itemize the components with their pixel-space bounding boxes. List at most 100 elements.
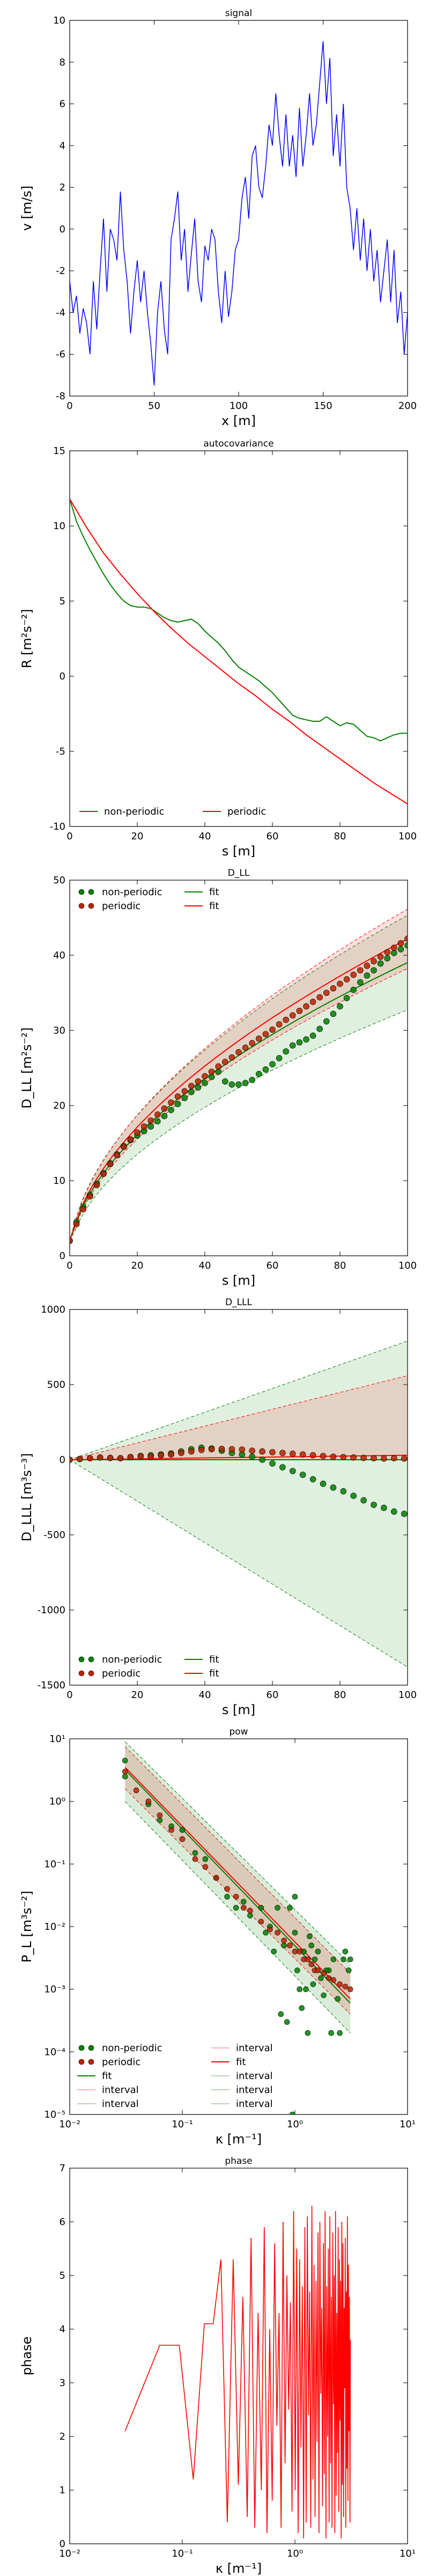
plot-frame — [69, 1309, 408, 1686]
y-tick-label: 0 — [60, 671, 65, 682]
data-point-0 — [335, 1996, 341, 2002]
x-tick-label: 10⁻¹ — [172, 2119, 193, 2130]
interval-upper — [70, 1341, 408, 1460]
data-point-0 — [307, 1933, 313, 1940]
data-point-0 — [283, 1048, 290, 1055]
x-tick-label: 0 — [66, 1260, 72, 1271]
data-point-1 — [208, 1069, 215, 1075]
data-point-0 — [281, 1942, 287, 1949]
plot-frame — [69, 880, 408, 1256]
data-point-0 — [390, 1508, 397, 1515]
data-point-0 — [310, 1981, 316, 1987]
y-tick-label: 0 — [60, 224, 65, 235]
data-point-0 — [299, 1472, 306, 1478]
data-point-1 — [93, 1182, 100, 1189]
y-tick-label: 3 — [60, 2377, 65, 2389]
interval-upper — [124, 1741, 351, 1965]
x-axis-label: s [m] — [222, 1273, 255, 1288]
data-point-1 — [140, 1123, 147, 1130]
data-point-1 — [404, 935, 408, 942]
data-point-1 — [308, 1961, 315, 1967]
y-tick-label: 30 — [53, 1025, 65, 1036]
interval-lower — [70, 1459, 408, 1667]
data-point-1 — [158, 1452, 164, 1459]
y-axis-label: R [m²s⁻²] — [19, 609, 34, 669]
x-axis-label: κ [m⁻¹] — [216, 2132, 262, 2147]
data-point-0 — [397, 946, 404, 953]
data-point-1 — [267, 1927, 273, 1933]
data-point-0 — [269, 1460, 276, 1467]
x-tick-label: 10¹ — [400, 2548, 416, 2559]
x-tick-label: 100 — [398, 1689, 417, 1701]
data-point-0 — [342, 1949, 349, 1955]
data-point-0 — [315, 1949, 321, 1955]
data-point-0 — [308, 1942, 315, 1949]
x-tick-label: 10¹ — [400, 2119, 416, 2130]
data-point-1 — [330, 1977, 337, 1983]
data-point-1 — [121, 1144, 127, 1150]
data-point-1 — [269, 1026, 276, 1033]
x-tick-label: 100 — [398, 831, 417, 842]
data-point-0 — [224, 1894, 230, 1900]
legend-marker — [88, 1656, 94, 1663]
data-point-1 — [80, 1206, 86, 1212]
data-point-1 — [347, 1986, 353, 1992]
plot-frame — [69, 2168, 408, 2544]
data-point-1 — [357, 967, 364, 974]
data-point-1 — [360, 1454, 367, 1461]
plot-area — [70, 909, 408, 1244]
plot-area — [70, 1341, 408, 1667]
legend-marker — [78, 889, 85, 895]
data-point-1 — [188, 1082, 195, 1089]
data-point-1 — [168, 1451, 174, 1458]
chart-autocovariance: 0 20 40 60 80 100 -10 -5 0 5 10 15 autocovariance s [… — [19, 438, 417, 859]
data-point-1 — [122, 1768, 128, 1775]
y-tick-label: 0 — [60, 2538, 65, 2550]
x-tick-label: 50 — [148, 400, 160, 412]
data-point-1 — [181, 1088, 188, 1095]
y-tick-label: 2 — [60, 182, 65, 193]
y-tick-label: 10¹ — [49, 1733, 65, 1745]
data-point-0 — [341, 1956, 346, 1963]
legend-label: non-periodic — [104, 806, 165, 817]
data-point-1 — [147, 1453, 154, 1460]
y-tick-label: 500 — [47, 1379, 65, 1391]
interval-band — [70, 1341, 408, 1667]
data-point-0 — [312, 1956, 318, 1963]
data-point-1 — [321, 1970, 327, 1977]
data-point-0 — [259, 1457, 265, 1463]
x-tick-label: 0 — [66, 400, 72, 412]
legend-marker — [88, 1670, 94, 1677]
interval-band — [70, 915, 408, 1241]
data-point-0 — [154, 1118, 161, 1125]
plot-area — [122, 1741, 353, 2114]
x-tick-label: 0 — [66, 831, 72, 842]
y-tick-label: -6 — [56, 349, 65, 360]
y-tick-label: 2 — [60, 2431, 65, 2442]
x-tick-label: 80 — [334, 1260, 346, 1271]
y-tick-label: 1 — [60, 2485, 65, 2496]
data-point-0 — [364, 972, 371, 979]
data-point-0 — [161, 1113, 168, 1119]
x-axis-label: s [m] — [222, 1702, 255, 1717]
legend-label: fit — [236, 2057, 246, 2068]
series-line-1 — [70, 499, 408, 804]
data-point-0 — [168, 1107, 174, 1114]
x-tick-label: 10⁻¹ — [172, 2548, 193, 2559]
data-point-0 — [390, 950, 397, 956]
data-point-1 — [154, 1111, 161, 1118]
data-point-0 — [303, 1986, 309, 1992]
data-point-1 — [279, 1450, 286, 1457]
y-axis-label: phase — [19, 2337, 34, 2375]
data-point-0 — [371, 1502, 377, 1508]
plot-area — [124, 2205, 351, 2539]
data-point-0 — [347, 1956, 353, 1963]
y-axis-label: P_L [m³s⁻²] — [19, 1891, 34, 1963]
y-tick-label: 15 — [53, 445, 65, 457]
chart-title: signal — [225, 8, 252, 19]
data-point-1 — [262, 1031, 269, 1037]
data-point-0 — [294, 1967, 300, 1973]
plot-frame — [69, 450, 408, 827]
legend-marker — [88, 903, 94, 909]
data-point-1 — [350, 971, 357, 978]
